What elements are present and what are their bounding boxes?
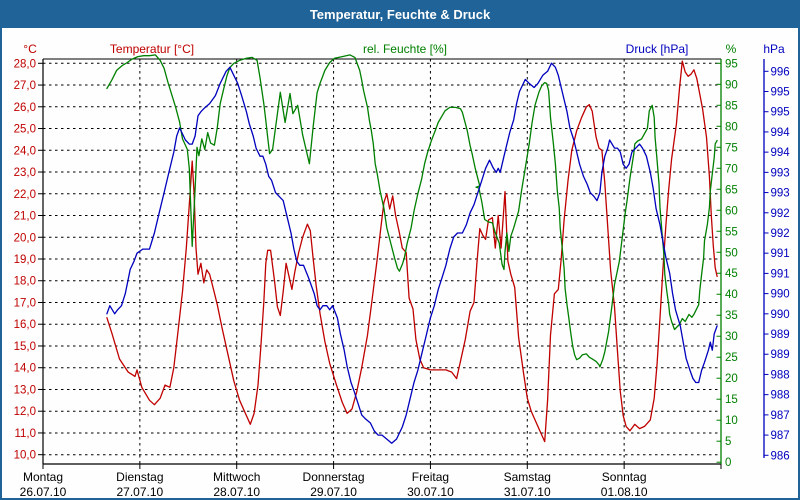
temp-tick-label: 24,0 bbox=[14, 145, 36, 157]
humidity-axis-unit-label: % bbox=[725, 42, 737, 56]
day-date-label: 29.07.10 bbox=[310, 485, 357, 499]
pressure-tick-label: 988 bbox=[771, 390, 790, 402]
pressure-tick-label: 994 bbox=[771, 127, 791, 139]
humidity-tick-label: 25 bbox=[725, 352, 738, 364]
temp-tick-label: 19,0 bbox=[14, 254, 36, 266]
pressure-tick-label: 993 bbox=[771, 167, 790, 179]
temp-tick-label: 12,0 bbox=[14, 406, 36, 418]
series-header-temperature: Temperatur [°C] bbox=[109, 42, 195, 56]
day-name-label: Dienstag bbox=[116, 470, 163, 484]
pressure-tick-label: 996 bbox=[771, 66, 790, 78]
temp-tick-label: 26,0 bbox=[14, 102, 36, 114]
humidity-tick-label: 45 bbox=[725, 268, 738, 280]
series-header-pressure: Druck [hPa] bbox=[625, 42, 689, 56]
humidity-tick-label: 35 bbox=[725, 310, 738, 322]
temp-tick-label: 13,0 bbox=[14, 384, 36, 396]
temp-tick-label: 23,0 bbox=[14, 167, 36, 179]
day-date-label: 01.08.10 bbox=[601, 485, 648, 499]
temp-tick-label: 20,0 bbox=[14, 232, 36, 244]
day-date-label: 26.07.10 bbox=[20, 485, 67, 499]
humidity-tick-label: 5 bbox=[725, 436, 731, 448]
temp-tick-label: 27,0 bbox=[14, 80, 36, 92]
humidity-tick-label: 60 bbox=[725, 205, 738, 217]
series-header-humidity: rel. Feuchte [%] bbox=[362, 42, 448, 56]
temp-tick-label: 17,0 bbox=[14, 297, 36, 309]
day-name-label: Samstag bbox=[504, 470, 551, 484]
day-date-label: 30.07.10 bbox=[407, 485, 454, 499]
humidity-tick-label: 95 bbox=[725, 58, 738, 70]
temp-tick-label: 16,0 bbox=[14, 319, 36, 331]
humidity-tick-label: 70 bbox=[725, 163, 738, 175]
temp-tick-label: 15,0 bbox=[14, 341, 36, 353]
day-name-label: Mittwoch bbox=[213, 470, 260, 484]
humidity-tick-label: 75 bbox=[725, 142, 738, 154]
humidity-tick-label: 90 bbox=[725, 79, 738, 91]
pressure-tick-label: 992 bbox=[771, 208, 790, 220]
axes bbox=[38, 58, 769, 469]
pressure-tick-label: 995 bbox=[771, 87, 790, 99]
series-line-hum bbox=[106, 54, 718, 368]
humidity-tick-label: 0 bbox=[725, 457, 731, 469]
pressure-tick-label: 986 bbox=[771, 450, 790, 462]
pressure-tick-label: 989 bbox=[771, 349, 790, 361]
humidity-tick-label: 30 bbox=[725, 331, 738, 343]
temp-axis-unit-label: °C bbox=[23, 42, 37, 56]
pressure-tick-label: 987 bbox=[771, 410, 790, 422]
pressure-tick-label: 990 bbox=[771, 289, 790, 301]
day-name-label: Montag bbox=[23, 470, 63, 484]
temp-tick-label: 22,0 bbox=[14, 189, 36, 201]
pressure-tick-label: 989 bbox=[771, 329, 790, 341]
temp-tick-label: 14,0 bbox=[14, 363, 36, 375]
humidity-tick-label: 40 bbox=[725, 289, 738, 301]
day-date-label: 31.07.10 bbox=[504, 485, 551, 499]
pressure-tick-label: 994 bbox=[771, 147, 791, 159]
humidity-tick-label: 20 bbox=[725, 373, 738, 385]
pressure-tick-label: 988 bbox=[771, 369, 790, 381]
humidity-tick-label: 10 bbox=[725, 415, 738, 427]
humidity-tick-label: 55 bbox=[725, 226, 738, 238]
temp-tick-label: 21,0 bbox=[14, 211, 36, 223]
day-date-label: 27.07.10 bbox=[116, 485, 163, 499]
temp-tick-label: 25,0 bbox=[14, 124, 36, 136]
pressure-tick-label: 995 bbox=[771, 107, 790, 119]
series-lines bbox=[106, 54, 718, 444]
pressure-tick-label: 987 bbox=[771, 430, 790, 442]
day-name-label: Donnerstag bbox=[303, 470, 365, 484]
axis-tick-labels: 28,0 27,0 26,0 25,0 24,0 23,0 22,0 21,0 20,0 19,0… bbox=[14, 58, 791, 499]
day-name-label: Sonntag bbox=[602, 470, 647, 484]
pressure-tick-label: 993 bbox=[771, 188, 790, 200]
series-line-pres bbox=[106, 62, 718, 444]
temp-tick-label: 28,0 bbox=[14, 58, 36, 70]
window-title-bar: Temperatur, Feuchte & Druck bbox=[2, 2, 798, 28]
day-name-label: Freitag bbox=[412, 470, 449, 484]
pressure-tick-label: 991 bbox=[771, 248, 790, 260]
humidity-tick-label: 80 bbox=[725, 121, 738, 133]
day-date-label: 28.07.10 bbox=[213, 485, 260, 499]
pressure-tick-label: 991 bbox=[771, 268, 790, 280]
humidity-tick-label: 85 bbox=[725, 100, 738, 112]
pressure-tick-label: 990 bbox=[771, 309, 790, 321]
temp-tick-label: 11,0 bbox=[14, 428, 36, 440]
temp-tick-label: 18,0 bbox=[14, 276, 36, 288]
series-line-temp bbox=[106, 60, 718, 443]
window-title: Temperatur, Feuchte & Druck bbox=[309, 7, 491, 22]
pressure-axis-unit-label: hPa bbox=[763, 42, 785, 56]
humidity-tick-label: 65 bbox=[725, 184, 738, 196]
pressure-tick-label: 992 bbox=[771, 228, 790, 240]
humidity-tick-label: 15 bbox=[725, 394, 738, 406]
humidity-tick-label: 50 bbox=[725, 247, 738, 259]
temp-tick-label: 10,0 bbox=[14, 450, 36, 462]
